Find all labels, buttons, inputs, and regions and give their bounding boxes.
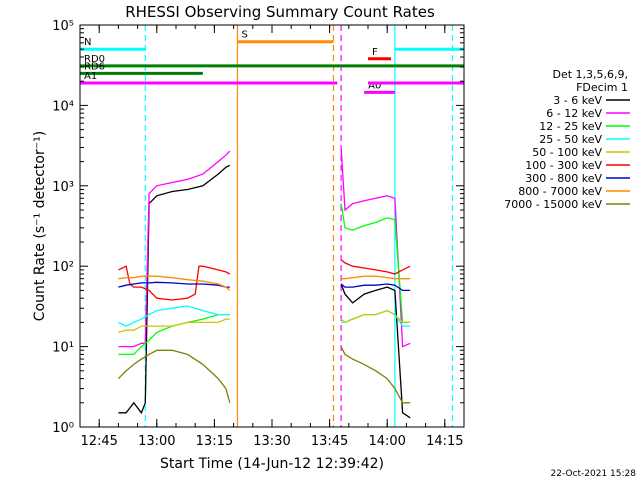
x-tick-label-6: 14:15 [426, 434, 463, 449]
flag-2-label: RD0 [84, 54, 105, 65]
legend-label-8: 7000 - 15000 keV [504, 198, 602, 211]
timestamp: 22-Oct-2021 15:28 [551, 469, 637, 479]
series-6-segment-0 [118, 281, 230, 288]
flag-0-label: N [84, 37, 91, 48]
legend-label-4: 50 - 100 keV [532, 146, 602, 159]
flag-1-label: S [241, 30, 247, 41]
legend-label-2: 12 - 25 keV [539, 120, 602, 133]
series-8-segment-0 [117, 349, 231, 403]
series-1-segment-0 [118, 150, 231, 348]
series-8-segment-1 [340, 346, 411, 404]
legend-label-7: 800 - 7000 keV [518, 185, 602, 198]
series-lines [117, 147, 411, 419]
legend-header-1: FDecim 1 [576, 81, 628, 94]
x-axis-label: Start Time (14-Jun-12 12:39:42) [160, 456, 384, 472]
flag-4-label: F [372, 47, 378, 58]
x-tick-label-0: 12:45 [80, 434, 117, 449]
legend-label-1: 6 - 12 keV [546, 107, 602, 120]
y-tick-label-2: 10² [52, 260, 74, 275]
y-tick-label-1: 10¹ [52, 341, 74, 356]
series-0-segment-0 [118, 164, 231, 415]
series-4-segment-1 [340, 309, 411, 324]
x-tick-label-5: 14:00 [368, 434, 405, 449]
y-tick-label-0: 10⁰ [52, 421, 74, 436]
x-tick-label-1: 13:00 [138, 434, 175, 449]
series-7-segment-0 [118, 275, 231, 291]
legend-header-0: Det 1,3,5,6,9, [552, 68, 628, 81]
flag-3-label: RD6 [84, 61, 105, 72]
series-4-segment-0 [118, 318, 230, 334]
chart-title: RHESSI Observing Summary Count Rates [125, 3, 435, 21]
series-3-segment-0 [118, 305, 230, 327]
axes: 12:45 13:00 13:15 13:30 13:45 14:00 14:15 10⁰ 10… [52, 19, 465, 449]
x-tick-label-3: 13:30 [253, 434, 290, 449]
y-tick-label-4: 10⁴ [52, 99, 74, 114]
legend-label-6: 300 - 800 keV [525, 172, 602, 185]
series-6-segment-1 [340, 283, 411, 292]
legend-label-0: 3 - 6 keV [553, 94, 602, 107]
series-0-segment-1 [340, 283, 411, 419]
series-7-segment-1 [341, 275, 411, 280]
x-tick-label-4: 13:45 [311, 434, 348, 449]
legend-label-5: 100 - 300 keV [525, 159, 602, 172]
flag-5-label: A0 [368, 80, 381, 91]
flag-6-label: A1 [84, 71, 97, 82]
legend-label-3: 25 - 50 keV [539, 133, 602, 146]
y-axis-label: Count Rate (s⁻¹ detector⁻¹) [32, 131, 48, 321]
x-tick-label-2: 13:15 [196, 434, 233, 449]
y-tick-label-3: 10³ [52, 180, 74, 195]
series-5-segment-1 [340, 259, 411, 275]
series-1-segment-1 [340, 147, 411, 348]
y-tick-label-5: 10⁵ [52, 19, 74, 34]
